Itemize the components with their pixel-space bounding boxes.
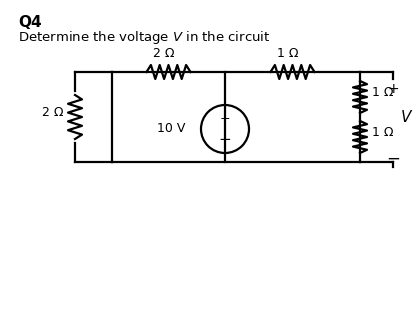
Text: 1 Ω: 1 Ω bbox=[277, 47, 298, 60]
Text: Q4: Q4 bbox=[18, 15, 42, 30]
Text: Determine the voltage $V$ in the circuit: Determine the voltage $V$ in the circuit bbox=[18, 29, 271, 46]
Text: 1 Ω: 1 Ω bbox=[372, 86, 393, 99]
Text: 10 V: 10 V bbox=[156, 122, 185, 135]
Text: −: − bbox=[219, 132, 232, 146]
Text: −: − bbox=[386, 150, 400, 168]
Text: 2 Ω: 2 Ω bbox=[42, 106, 63, 119]
Text: 1 Ω: 1 Ω bbox=[372, 126, 393, 139]
Text: +: + bbox=[220, 113, 230, 126]
Text: 2 Ω: 2 Ω bbox=[153, 47, 174, 60]
Text: $V$: $V$ bbox=[400, 109, 413, 125]
Text: +: + bbox=[387, 82, 399, 96]
